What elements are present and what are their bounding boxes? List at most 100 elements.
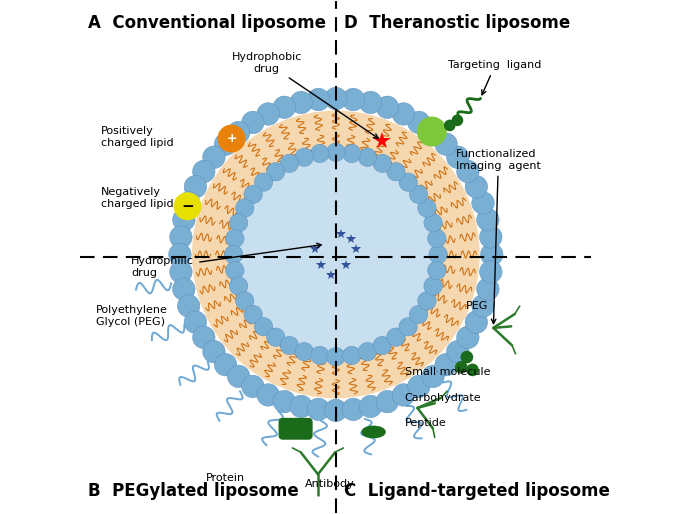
Circle shape	[254, 318, 273, 336]
Circle shape	[447, 340, 469, 363]
Circle shape	[227, 121, 250, 144]
Circle shape	[359, 91, 381, 114]
Circle shape	[257, 103, 279, 125]
Circle shape	[241, 160, 430, 349]
Circle shape	[192, 326, 215, 348]
FancyBboxPatch shape	[279, 418, 312, 439]
Circle shape	[234, 152, 438, 357]
Text: Carbohydrate: Carbohydrate	[405, 393, 481, 402]
Circle shape	[311, 144, 329, 162]
Circle shape	[273, 390, 296, 413]
Circle shape	[447, 146, 469, 169]
Circle shape	[342, 398, 364, 420]
Circle shape	[422, 121, 444, 144]
Circle shape	[177, 295, 200, 317]
Circle shape	[457, 160, 479, 183]
Circle shape	[203, 340, 225, 363]
Circle shape	[280, 154, 299, 173]
Circle shape	[465, 311, 488, 334]
Circle shape	[358, 148, 377, 167]
Circle shape	[373, 154, 392, 173]
Circle shape	[295, 148, 313, 167]
Circle shape	[456, 362, 467, 373]
Circle shape	[241, 375, 264, 398]
Text: Small molecule: Small molecule	[405, 367, 490, 377]
Circle shape	[358, 342, 377, 361]
Circle shape	[307, 398, 330, 420]
Text: Polyethylene
Glycol (PEG): Polyethylene Glycol (PEG)	[96, 305, 167, 326]
Circle shape	[409, 305, 428, 324]
Circle shape	[376, 96, 398, 119]
Circle shape	[177, 192, 200, 214]
Circle shape	[267, 328, 285, 346]
Text: +: +	[226, 132, 237, 145]
Circle shape	[192, 112, 479, 398]
Circle shape	[169, 243, 191, 266]
Circle shape	[218, 125, 245, 152]
Text: Negatively
charged lipid: Negatively charged lipid	[101, 188, 173, 209]
Text: Protein: Protein	[206, 473, 245, 483]
Circle shape	[392, 383, 415, 406]
Circle shape	[173, 278, 195, 300]
Circle shape	[174, 193, 201, 219]
Ellipse shape	[362, 426, 385, 437]
Circle shape	[280, 336, 299, 355]
Circle shape	[477, 209, 499, 231]
Text: B  PEGylated liposome: B PEGylated liposome	[88, 482, 299, 500]
Circle shape	[479, 261, 502, 283]
Circle shape	[424, 277, 442, 295]
Circle shape	[244, 185, 262, 204]
Circle shape	[214, 133, 237, 155]
Circle shape	[226, 261, 244, 280]
Circle shape	[461, 352, 473, 363]
Circle shape	[407, 111, 430, 134]
Circle shape	[184, 176, 207, 198]
Text: Antibody: Antibody	[305, 480, 355, 489]
Circle shape	[227, 365, 250, 388]
Circle shape	[435, 133, 458, 155]
Circle shape	[254, 173, 273, 191]
Text: −: −	[181, 199, 194, 214]
Circle shape	[465, 176, 488, 198]
Circle shape	[407, 375, 430, 398]
Circle shape	[173, 209, 195, 231]
Circle shape	[422, 365, 444, 388]
Circle shape	[229, 214, 248, 232]
Circle shape	[307, 88, 330, 111]
Circle shape	[290, 91, 312, 114]
Circle shape	[235, 291, 254, 310]
Circle shape	[290, 395, 312, 418]
Circle shape	[235, 199, 254, 217]
Circle shape	[324, 399, 347, 421]
Circle shape	[428, 261, 446, 280]
Text: D  Theranostic liposome: D Theranostic liposome	[343, 14, 570, 32]
Text: Hydrophobic
drug: Hydrophobic drug	[232, 52, 378, 138]
Circle shape	[418, 291, 436, 310]
Text: Targeting  ligand: Targeting ligand	[448, 60, 542, 95]
Circle shape	[387, 162, 405, 181]
Circle shape	[399, 318, 418, 336]
Circle shape	[481, 243, 503, 266]
Circle shape	[343, 144, 361, 162]
Circle shape	[203, 146, 225, 169]
Text: PEG: PEG	[466, 301, 489, 310]
Circle shape	[229, 277, 248, 295]
Circle shape	[409, 185, 428, 204]
Circle shape	[424, 214, 442, 232]
Circle shape	[435, 354, 458, 376]
Circle shape	[479, 226, 502, 248]
Text: Functionalized
Imaging  agent: Functionalized Imaging agent	[456, 149, 541, 324]
Circle shape	[257, 383, 279, 406]
Circle shape	[428, 229, 446, 248]
Circle shape	[387, 328, 405, 346]
Circle shape	[295, 342, 313, 361]
Circle shape	[467, 364, 478, 376]
Text: C  Ligand-targeted liposome: C Ligand-targeted liposome	[343, 482, 609, 500]
Circle shape	[226, 229, 244, 248]
Circle shape	[392, 103, 415, 125]
Circle shape	[244, 305, 262, 324]
Circle shape	[326, 143, 345, 161]
Text: Hydrophilic
drug: Hydrophilic drug	[131, 243, 322, 278]
Circle shape	[359, 395, 381, 418]
Circle shape	[184, 311, 207, 334]
